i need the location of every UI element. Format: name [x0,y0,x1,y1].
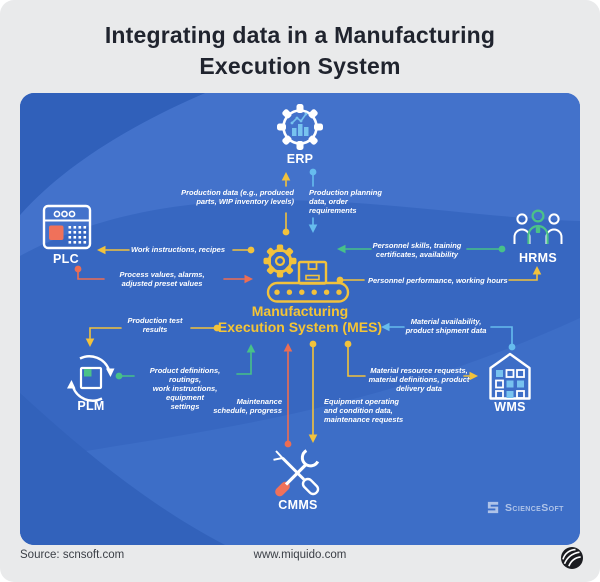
wms-crates [495,369,525,399]
sciencesoft-logo-text: ScienceSoft [505,501,564,514]
plm-label: PLM [77,399,105,413]
flow-label-mes-to-cmms: Equipment operating and condition data, … [324,397,404,424]
mes-title: Manufacturing Execution System (MES) [217,303,383,335]
erp-label: ERP [286,152,314,166]
flow-label-mes-to-wms: Material resource requests, material def… [368,366,470,393]
cmms-icon [273,449,320,497]
wms-label: WMS [494,400,526,414]
mes-gear [263,244,297,278]
hrms-label: HRMS [518,251,557,265]
footer-site-url: www.miquido.com [253,549,347,561]
miquido-logo-icon [561,547,583,569]
flow-label-mes-to-plm: Production test results [127,316,183,334]
plc-keypad [68,226,87,244]
flow-label-erp-to-mes: Production planning data, order requirem… [309,188,382,215]
hrms-icon [513,209,563,244]
erp-icon [277,104,323,150]
sciencesoft-logo-icon [487,501,499,514]
wms-icon [489,352,531,400]
flow-label-wms-to-mes: Material availability, product shipment … [405,317,487,335]
sciencesoft-watermark: ScienceSoft [486,500,564,515]
flow-label-mes-to-plc: Work instructions, recipes [130,245,226,254]
plc-icon [42,204,92,250]
plc-label: PLC [53,252,79,266]
mes-conveyor [266,281,350,303]
flow-label-plm-to-mes: Product definitions, routings, work inst… [149,366,221,411]
footer-source: Source: scnsoft.com [20,549,125,561]
page-title: Integrating data in a Manufacturing Exec… [104,22,496,79]
cmms-label: CMMS [278,498,318,512]
flow-label-mes-to-erp: Production data (e.g., produced parts, W… [181,188,294,206]
flow-label-plc-to-mes: Process values, alarms, adjusted preset … [119,270,205,288]
flow-label-hrms-to-mes: Personnel skills, training certificates,… [372,241,462,259]
mes-icon [263,244,350,303]
plm-icon [67,355,115,402]
flow-label-mes-to-hrms: Personnel performance, working hours [368,276,508,285]
mes-package [297,260,328,285]
flow-label-cmms-to-mes: Maintenance schedule, progress [213,397,282,415]
